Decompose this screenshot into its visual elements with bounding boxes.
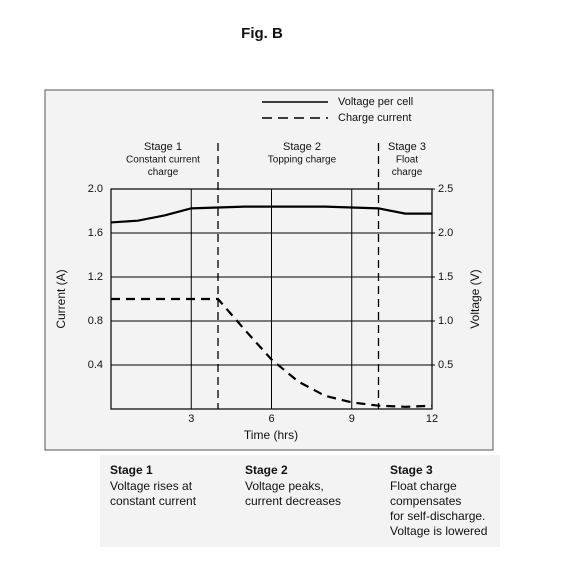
- note-line: current decreases: [245, 494, 341, 508]
- chart-panel: [44, 89, 494, 451]
- legend-label: Voltage per cell: [338, 96, 413, 108]
- notes-panel: [100, 455, 500, 547]
- note-line: Float charge: [390, 479, 457, 493]
- note-title: Stage 1: [110, 463, 153, 477]
- y2-tick-label: 2.5: [438, 183, 453, 195]
- chart-title: Fig. B: [241, 25, 283, 42]
- note-line: constant current: [110, 494, 197, 508]
- stage-name: Stage 1: [144, 141, 182, 153]
- y2-tick-label: 1.0: [438, 315, 453, 327]
- stage-name: Stage 3: [388, 141, 426, 153]
- stage-desc: Constant current: [126, 155, 200, 166]
- y2-axis-label: Voltage (V): [468, 269, 482, 328]
- x-tick-label: 12: [426, 413, 438, 425]
- x-tick-label: 6: [268, 413, 274, 425]
- note-title: Stage 3: [390, 463, 433, 477]
- series-line: [110, 205, 432, 224]
- note-line: Voltage is lowered: [390, 524, 487, 538]
- x-tick-label: 3: [188, 413, 194, 425]
- y2-tick-label: 0.5: [438, 359, 453, 371]
- note-line: Voltage peaks,: [245, 479, 324, 493]
- series-line: [111, 297, 433, 408]
- note-title: Stage 2: [245, 463, 288, 477]
- legend-label: Charge current: [338, 112, 411, 124]
- y-axis-label: Current (A): [54, 269, 68, 328]
- y-tick-label: 0.8: [88, 315, 103, 327]
- note-line: for self-discharge.: [390, 509, 485, 523]
- stage-name: Stage 2: [283, 141, 321, 153]
- y-tick-label: 2.0: [88, 183, 103, 195]
- stage-desc: Float: [396, 155, 418, 166]
- y2-tick-label: 1.5: [438, 271, 453, 283]
- x-tick-label: 9: [349, 413, 355, 425]
- y2-tick-label: 2.0: [438, 227, 453, 239]
- y-tick-label: 1.2: [88, 271, 103, 283]
- stage-desc: Topping charge: [268, 155, 337, 166]
- note-line: compensates: [390, 494, 461, 508]
- note-line: Voltage rises at: [110, 479, 193, 493]
- stage-desc: charge: [392, 167, 423, 178]
- y-tick-label: 1.6: [88, 227, 103, 239]
- y-tick-label: 0.4: [88, 359, 103, 371]
- x-axis-label: Time (hrs): [244, 428, 298, 442]
- stage-desc: charge: [148, 167, 179, 178]
